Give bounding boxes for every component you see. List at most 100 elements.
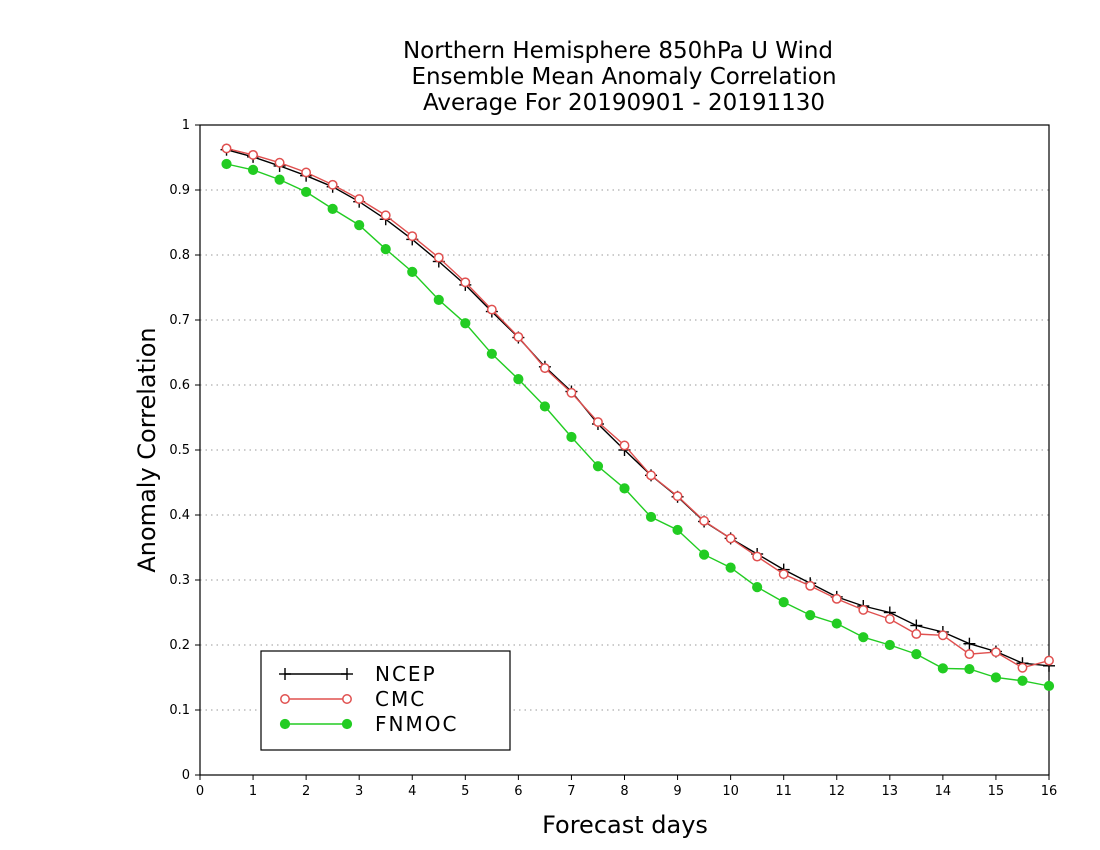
y-tick-label: 0.9 (169, 183, 190, 198)
data-point-fnmoc (274, 174, 285, 185)
y-tick-label: 0.1 (169, 703, 190, 718)
data-point-cmc (858, 604, 869, 615)
data-point-fnmoc (884, 639, 895, 651)
chart-title-line-3: Average For 20190901 - 20191130 (423, 90, 825, 116)
series-ncep (220, 143, 1055, 672)
data-point-fnmoc (327, 203, 338, 214)
data-point-ncep (963, 637, 976, 650)
y-axis-ticks: 0 0.1 0.2 0.3 0.4 0.5 0.6 0.7 0.8 0.9 1 (169, 118, 200, 783)
data-point-fnmoc (513, 374, 524, 385)
legend-entry-cmc: CMC (280, 687, 426, 711)
data-point-cmc (990, 647, 1001, 658)
y-tick-label: 0.5 (169, 443, 190, 458)
data-point-cmc (539, 363, 550, 374)
data-point-cmc (274, 157, 285, 168)
x-tick-label: 6 (514, 784, 522, 799)
data-point-cmc (699, 515, 710, 526)
y-tick-label: 0.7 (169, 313, 190, 328)
data-point-fnmoc (911, 649, 922, 660)
data-point-cmc (619, 440, 630, 451)
data-point-cmc (566, 387, 577, 398)
data-point-fnmoc (964, 663, 975, 675)
data-point-fnmoc (937, 663, 948, 674)
x-tick-label: 15 (988, 784, 1005, 799)
data-point-cmc (911, 629, 922, 639)
series-cmc (221, 143, 1054, 673)
data-point-fnmoc (592, 461, 604, 472)
x-tick-label: 11 (775, 784, 792, 799)
legend-label-cmc: CMC (375, 687, 426, 711)
x-tick-label: 10 (722, 784, 739, 799)
data-point-cmc (248, 149, 259, 160)
legend-marker (342, 694, 352, 704)
data-point-cmc (778, 569, 789, 580)
data-point-fnmoc (486, 348, 497, 359)
data-point-cmc (354, 194, 365, 205)
legend-label-ncep: NCEP (375, 662, 437, 686)
data-point-cmc (460, 277, 471, 288)
x-tick-label: 12 (828, 784, 845, 799)
data-point-cmc (884, 614, 895, 624)
data-point-fnmoc (460, 318, 471, 329)
plot-frame (199, 124, 1050, 776)
data-point-fnmoc (778, 597, 789, 608)
chart-title-line-2: Ensemble Mean Anomaly Correlation (411, 64, 836, 90)
data-point-fnmoc (619, 483, 630, 494)
series-layer (220, 143, 1055, 692)
data-point-fnmoc (725, 562, 736, 573)
data-point-cmc (327, 179, 338, 190)
x-axis-ticks: 0 1 2 3 4 5 6 7 8 9 10 11 12 13 14 15 16 (196, 775, 1057, 799)
x-tick-label: 4 (408, 784, 416, 799)
y-tick-label: 0.2 (169, 638, 190, 653)
x-tick-label: 7 (567, 784, 575, 799)
y-tick-label: 0.3 (169, 573, 190, 588)
x-axis-label: Forecast days (542, 811, 708, 839)
chart-title-line-1: Northern Hemisphere 850hPa U Wind (403, 38, 833, 64)
data-point-fnmoc (858, 632, 869, 643)
y-tick-label: 0 (182, 768, 190, 783)
data-point-cmc (380, 210, 391, 221)
legend-marker (341, 718, 353, 730)
data-point-fnmoc (752, 582, 763, 593)
data-point-cmc (672, 491, 683, 502)
legend-entry-ncep: NCEP (279, 662, 437, 686)
x-tick-label: 0 (196, 784, 204, 799)
data-point-fnmoc (433, 294, 444, 305)
y-tick-label: 1 (182, 118, 190, 133)
data-point-cmc (301, 167, 312, 178)
data-point-fnmoc (539, 401, 551, 412)
data-point-fnmoc (698, 549, 710, 560)
data-point-fnmoc (407, 266, 418, 277)
x-tick-label: 8 (620, 784, 628, 799)
data-point-cmc (221, 143, 232, 154)
x-tick-label: 14 (935, 784, 952, 799)
x-tick-label: 1 (249, 784, 257, 799)
data-point-fnmoc (672, 524, 683, 536)
legend-label-fnmoc: FNMOC (375, 712, 458, 736)
data-point-cmc (725, 533, 736, 544)
data-point-fnmoc (1017, 675, 1028, 686)
data-point-cmc (513, 331, 524, 342)
data-point-fnmoc (990, 672, 1002, 683)
data-point-cmc (805, 580, 816, 591)
data-point-fnmoc (354, 220, 365, 231)
data-point-cmc (646, 470, 656, 481)
data-point-cmc (831, 593, 842, 604)
data-point-cmc (937, 630, 948, 641)
legend-box (260, 650, 511, 751)
legend-marker (341, 668, 353, 680)
x-tick-label: 2 (302, 784, 310, 799)
y-tick-label: 0.6 (169, 378, 190, 393)
x-tick-label: 5 (461, 784, 469, 799)
data-point-fnmoc (1043, 680, 1055, 692)
data-point-cmc (433, 252, 444, 263)
data-point-cmc (1017, 662, 1028, 673)
y-tick-label: 0.8 (169, 248, 190, 263)
legend-marker (279, 668, 291, 680)
data-point-fnmoc (805, 610, 816, 621)
y-tick-label: 0.4 (169, 508, 190, 523)
data-point-cmc (1044, 655, 1054, 666)
series-line-ncep (226, 149, 1050, 667)
data-point-fnmoc (221, 158, 232, 170)
